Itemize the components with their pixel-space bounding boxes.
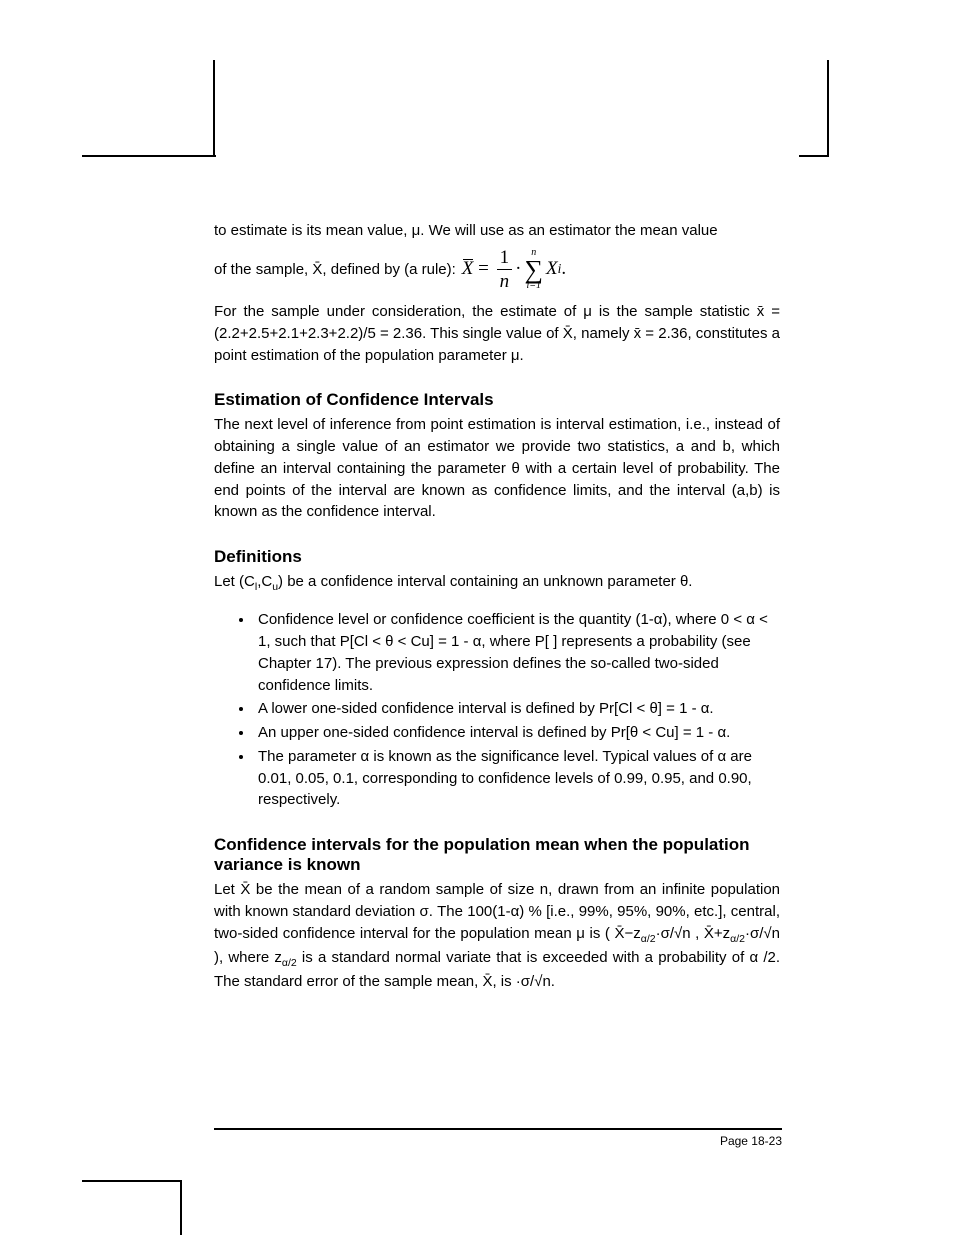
intro-line1: to estimate is its mean value, μ. We wil… <box>214 220 780 242</box>
intro-formula-lead: of the sample, X̄, defined by (a rule): <box>214 259 456 281</box>
corner-rule-bot-left-h <box>82 1180 182 1182</box>
corner-rule-top-left-h <box>82 155 216 157</box>
definition-item: A lower one-sided confidence interval is… <box>254 698 780 720</box>
definition-item: The parameter α is known as the signific… <box>254 746 780 811</box>
sec3-body: Let X̄ be the mean of a random sample of… <box>214 879 780 993</box>
heading-ci-known-variance: Confidence intervals for the population … <box>214 835 780 875</box>
corner-rule-top-right-v <box>827 60 829 157</box>
page-content: to estimate is its mean value, μ. We wil… <box>214 220 780 993</box>
corner-rule-bot-left-v <box>180 1180 182 1235</box>
corner-rule-top-left-v <box>213 60 215 157</box>
definition-item: An upper one-sided confidence interval i… <box>254 722 780 744</box>
definitions-list: Confidence level or confidence coefficie… <box>214 609 780 811</box>
footer-rule <box>214 1128 782 1130</box>
intro-formula-row: of the sample, X̄, defined by (a rule): … <box>214 248 780 291</box>
heading-definitions: Definitions <box>214 547 780 567</box>
sec2-intro: Let (Cl,Cu) be a confidence interval con… <box>214 571 780 595</box>
sec1-body: The next level of inference from point e… <box>214 414 780 523</box>
intro-para2: For the sample under consideration, the … <box>214 301 780 366</box>
definition-item: Confidence level or confidence coefficie… <box>254 609 780 696</box>
mean-formula: X = 1 n · n ∑ i=1 Xi . <box>462 248 566 291</box>
heading-confidence-intervals: Estimation of Confidence Intervals <box>214 390 780 410</box>
corner-rule-top-right-h <box>799 155 829 157</box>
page-number: Page 18-23 <box>720 1134 782 1148</box>
